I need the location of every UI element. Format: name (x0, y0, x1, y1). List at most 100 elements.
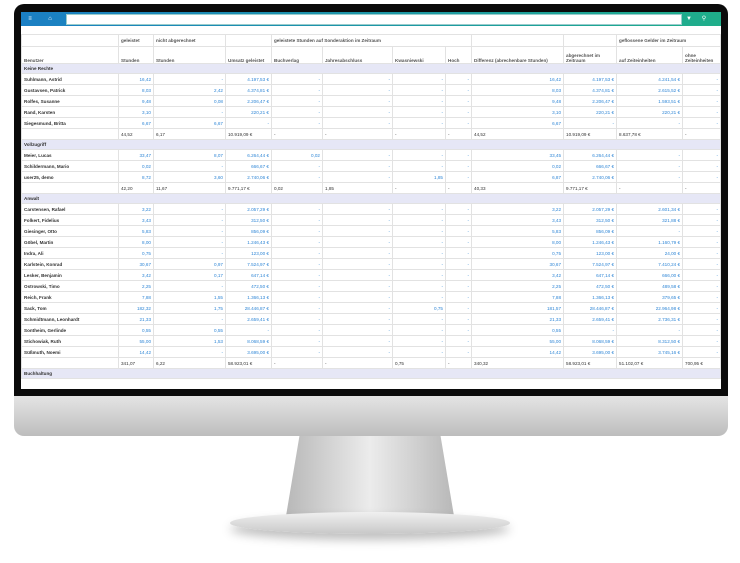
cell: - (444, 106, 473, 118)
cell: 0,75 (392, 302, 446, 314)
cell: - (322, 117, 393, 129)
total-cell: - (322, 128, 393, 140)
cell: 0,02 (471, 160, 565, 172)
group-name: Anwalt (21, 193, 721, 204)
cell: 312,50 € (225, 214, 272, 226)
cell: - (153, 280, 226, 292)
cell: - (392, 84, 446, 96)
cell: 16,42 (471, 73, 565, 85)
user-name: Schmidtmann, Leonhardt (21, 313, 119, 325)
cell: 7,88 (471, 291, 565, 303)
cell: 4.241,54 € (616, 73, 684, 85)
user-name: Folkert, Fidelius (21, 214, 119, 226)
cell: - (322, 203, 393, 215)
cell: 22.964,98 € (616, 302, 684, 314)
cell: - (322, 346, 393, 358)
cell: - (682, 269, 721, 281)
cell: - (682, 149, 721, 161)
cell: - (271, 236, 323, 248)
search-input[interactable] (66, 14, 682, 25)
data-row: Schmidtmann, Leonhardt 21,33-2.659,41 € - -… (21, 313, 721, 325)
data-row: Göbel, Martin 8,00-1.246,43 € - - - -8,00 1.24… (21, 236, 721, 248)
cell: 3,22 (118, 203, 154, 215)
home-button[interactable]: ⌂ (48, 16, 52, 22)
cell: 5,83 (471, 225, 565, 237)
total-cell: - (682, 182, 721, 194)
header-group-row: geleistet nicht abgerechnet geleistete Stu… (21, 34, 721, 47)
group-row: Anwalt (21, 193, 721, 204)
cell: - (682, 171, 721, 183)
cell: - (682, 160, 721, 172)
cell: 647,14 € (225, 269, 272, 281)
cell: 2.615,52 € (616, 84, 684, 96)
cell: 8,00 (118, 236, 154, 248)
header-group: geleistete Stunden auf Sonderaktion im Z… (270, 34, 473, 47)
cell: - (682, 73, 721, 85)
user-name: Sack, Tom (21, 302, 119, 314)
toolbar: ≡ ⌂ ▼ ⚲ (21, 12, 721, 26)
cell: 8.312,50 € (616, 335, 684, 347)
header-group: geleistet (118, 34, 154, 47)
cell: - (563, 117, 618, 129)
cell: 856,09 € (563, 225, 618, 237)
total-cell: 700,95 € (682, 357, 721, 369)
cell: - (392, 214, 446, 226)
search-button[interactable]: ⚲ (701, 16, 707, 22)
cell: 123,00 € (563, 247, 618, 259)
cell: 2.659,41 € (225, 313, 272, 325)
cell: - (271, 160, 323, 172)
data-row: Lesker, Benjamin 3,42 0,17 647,14 € - - - -3,42… (21, 269, 721, 281)
cell: - (153, 225, 226, 237)
data-row: Meier, Lucas 33,47 8,07 6.264,44 €0,02- - -33… (21, 149, 721, 161)
menu-button[interactable]: ≡ (28, 16, 32, 22)
user-name: Siegesmund, Britta (21, 117, 119, 129)
cell: 3,42 (118, 269, 154, 281)
cell: - (322, 84, 393, 96)
data-row: Karlstein, Konrad 30,67 0,97 7.524,97 € - - - -… (21, 258, 721, 270)
cell: 220,21 € (616, 106, 684, 118)
column-header: Stunden (118, 46, 154, 64)
data-row: Rolfes, Susanne 9,48 0,08 2.206,47 € - - - -9,4… (21, 95, 721, 107)
cell: 4.197,53 € (225, 73, 272, 85)
cell: - (616, 324, 684, 336)
total-cell: - (444, 357, 473, 369)
total-cell: 6,22 (153, 357, 226, 369)
cell: 2.740,06 € (563, 171, 618, 183)
cell: 8,07 (153, 149, 226, 161)
cell: 856,09 € (225, 225, 272, 237)
cell (21, 182, 119, 194)
data-row: Stichowiak, Ruth 55,00 1,53 8.068,59 € - - - -5… (21, 335, 721, 347)
group-row: Keine Rechte (21, 63, 721, 74)
cell: 0,08 (153, 95, 226, 107)
filter-button[interactable]: ▼ (686, 16, 692, 22)
cell: 220,21 € (225, 106, 272, 118)
cell: - (392, 346, 446, 358)
total-cell: 58.923,01 € (225, 357, 272, 369)
total-cell: - (271, 357, 323, 369)
cell: - (682, 247, 721, 259)
user-name: Indra, Ali (21, 247, 119, 259)
cell: 0,17 (153, 269, 226, 281)
cell: - (271, 247, 323, 259)
cell: - (271, 73, 323, 85)
cell: - (322, 324, 393, 336)
cell: - (322, 214, 393, 226)
cell: - (682, 95, 721, 107)
cell: - (682, 324, 721, 336)
cell: 8,00 (471, 236, 565, 248)
cell: 0,55 (471, 324, 565, 336)
cell: 2.659,41 € (563, 313, 618, 325)
user-name: Carstensen, Rafael (21, 203, 119, 215)
total-row: 44,52 6,17 10.919,09 € - - - -44,52 10.919,09 €… (21, 128, 721, 140)
column-header: Differenz (abrechenbare Stunden) (471, 46, 565, 64)
cell: - (682, 214, 721, 226)
total-cell: - (444, 128, 473, 140)
cell: - (322, 73, 393, 85)
cell: - (225, 324, 272, 336)
data-row: Carstensen, Rafael 3,22-2.057,29 € - - - -3,2… (21, 203, 721, 215)
cell: 9,48 (118, 95, 154, 107)
group-row: Buchhaltung (21, 368, 721, 379)
cell: - (444, 117, 473, 129)
total-cell: 0,75 (392, 357, 446, 369)
cell: - (444, 149, 473, 161)
